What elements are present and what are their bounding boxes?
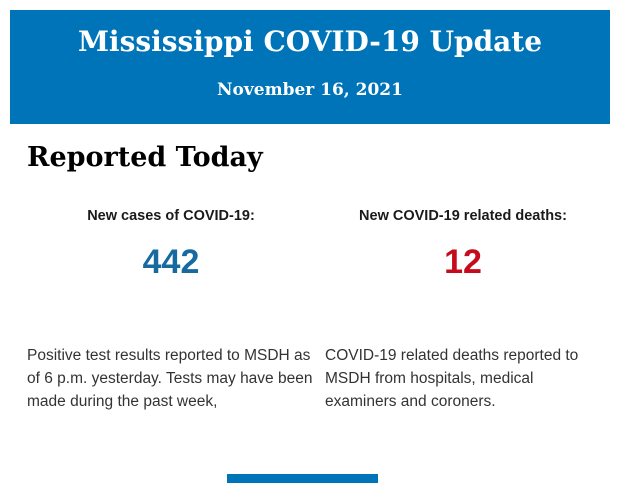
stat-label-new-deaths: New COVID-19 related deaths: bbox=[359, 208, 567, 224]
stat-description-new-cases: Positive test results reported to MSDH a… bbox=[27, 347, 313, 410]
stat-description-new-deaths: COVID-19 related deaths reported to MSDH… bbox=[325, 347, 579, 410]
header-date: November 16, 2021 bbox=[217, 80, 403, 100]
header-banner: Mississippi COVID-19 Update November 16,… bbox=[10, 10, 610, 124]
page-title: Mississippi COVID-19 Update bbox=[77, 25, 543, 58]
section-title: Reported Today bbox=[27, 142, 263, 173]
stat-value-new-cases: 442 bbox=[142, 243, 200, 281]
stat-label-new-cases: New cases of COVID-19: bbox=[87, 208, 255, 224]
bottom-accent-bar bbox=[227, 474, 378, 483]
stat-value-new-deaths: 12 bbox=[444, 243, 482, 281]
